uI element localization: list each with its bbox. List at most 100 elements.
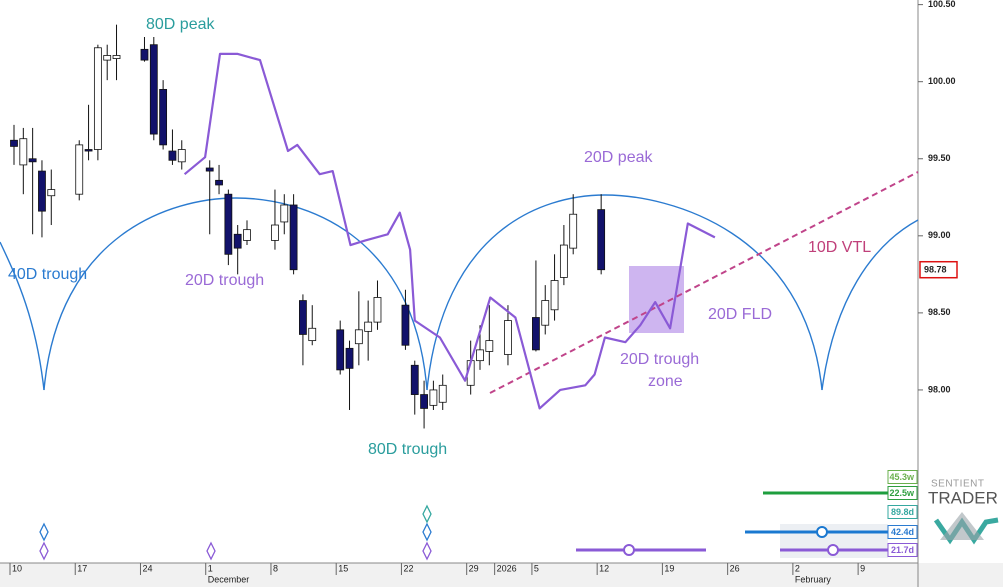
candle-body	[168, 150, 177, 161]
y-tick-label: 98.00	[928, 384, 951, 394]
cycle-arc	[0, 241, 45, 391]
candle-body	[47, 189, 56, 197]
candle-body	[75, 144, 84, 195]
annotation: 10D VTL	[808, 239, 871, 256]
x-tick-label: 9	[860, 563, 865, 573]
y-tick-label: 100.50	[928, 0, 956, 9]
month-label: February	[795, 574, 832, 584]
fld-line	[183, 52, 716, 410]
watermark: SENTIENT	[931, 479, 984, 490]
candle-body	[308, 327, 317, 342]
candle-body	[28, 158, 37, 163]
x-tick-label: 26	[730, 563, 740, 573]
cycle-arc	[43, 197, 428, 391]
last-price-label: 98.78	[924, 265, 947, 275]
x-tick-label: 24	[142, 563, 152, 573]
x-tick-label: 17	[77, 563, 87, 573]
candle-body	[159, 88, 168, 146]
annotation: 20D peak	[584, 149, 653, 166]
candle-body	[289, 204, 298, 271]
x-axis-strip	[0, 563, 1003, 587]
last-price-box	[919, 260, 958, 279]
x-tick-label: 10	[12, 563, 22, 573]
candle-body	[420, 394, 428, 409]
fld-label: 20D FLD	[708, 306, 772, 323]
candle-body	[103, 55, 112, 61]
candle-body	[177, 149, 186, 163]
candle-body	[271, 224, 279, 241]
candle-body	[438, 384, 447, 403]
x-tick-label: 29	[469, 563, 479, 573]
diamond	[422, 541, 432, 561]
month-label: December	[208, 574, 250, 584]
candle-body	[149, 44, 158, 135]
candle-body	[299, 300, 307, 335]
x-tick-label: 8	[273, 563, 278, 573]
y-tick-label: 99.00	[928, 230, 951, 240]
candle-body	[541, 300, 550, 326]
diamond	[422, 522, 432, 542]
annotation: 80D trough	[368, 441, 447, 458]
candle-body	[401, 304, 410, 346]
x-tick-label: 1	[208, 563, 213, 573]
cycle-arc	[821, 219, 919, 391]
logo-mark	[940, 512, 984, 540]
x-tick-label: 2026	[497, 563, 517, 573]
cycle-arcs	[0, 194, 919, 391]
candle-body	[345, 347, 354, 369]
diamond	[39, 522, 49, 542]
diamond	[39, 541, 49, 561]
cycle-label: 45.3w	[889, 472, 915, 482]
annotation: 20D trough	[185, 272, 264, 289]
candle-body	[205, 167, 214, 172]
candle-body	[476, 349, 484, 362]
vtl-line	[489, 171, 919, 394]
annotation: 40D trough	[8, 266, 87, 283]
y-tick-label: 100.00	[928, 76, 956, 86]
annotation: 20D trough	[620, 351, 699, 368]
y-tick-label: 98.50	[928, 307, 951, 317]
diamond	[206, 541, 216, 561]
cycle-label: 22.5w	[889, 488, 915, 498]
candle-body	[354, 329, 363, 345]
x-tick-label: 12	[599, 563, 609, 573]
cycle-dot	[827, 544, 839, 556]
cycle-box	[887, 505, 918, 519]
candle-body	[410, 364, 419, 395]
diamond	[422, 504, 432, 524]
cycle-arc	[426, 194, 823, 391]
x-tick-label: 5	[534, 563, 539, 573]
candle-body	[280, 204, 289, 223]
cycle-box	[887, 470, 918, 484]
candle-body	[550, 280, 559, 311]
candle-body	[336, 329, 345, 371]
candle-body	[19, 138, 28, 166]
candle-body	[215, 179, 223, 186]
candle-body	[10, 139, 18, 147]
candle-body	[364, 321, 373, 332]
x-tick-label: 19	[664, 563, 674, 573]
candle-body	[224, 193, 233, 255]
candle-body	[485, 340, 494, 352]
cycle-dot	[816, 526, 828, 538]
cycle-dot	[623, 544, 635, 556]
cycle-label: 89.8d	[891, 507, 914, 517]
candle-body	[112, 55, 121, 59]
x-tick-label: 2	[795, 563, 800, 573]
x-tick-label: 22	[403, 563, 413, 573]
candle-body	[93, 47, 102, 150]
candle-body	[532, 317, 540, 351]
trough-diamonds	[39, 504, 432, 561]
candle-body	[38, 170, 46, 212]
candle-body	[84, 149, 93, 152]
annotation: zone	[648, 373, 683, 390]
watermark: TRADER	[928, 488, 998, 507]
cycle-label: 42.4d	[891, 527, 914, 537]
plot-area	[10, 24, 716, 429]
candle-body	[559, 244, 568, 278]
cycle-box	[887, 486, 918, 500]
candle-body	[429, 389, 438, 406]
candle-body	[504, 320, 512, 355]
cycle-box	[887, 525, 918, 539]
